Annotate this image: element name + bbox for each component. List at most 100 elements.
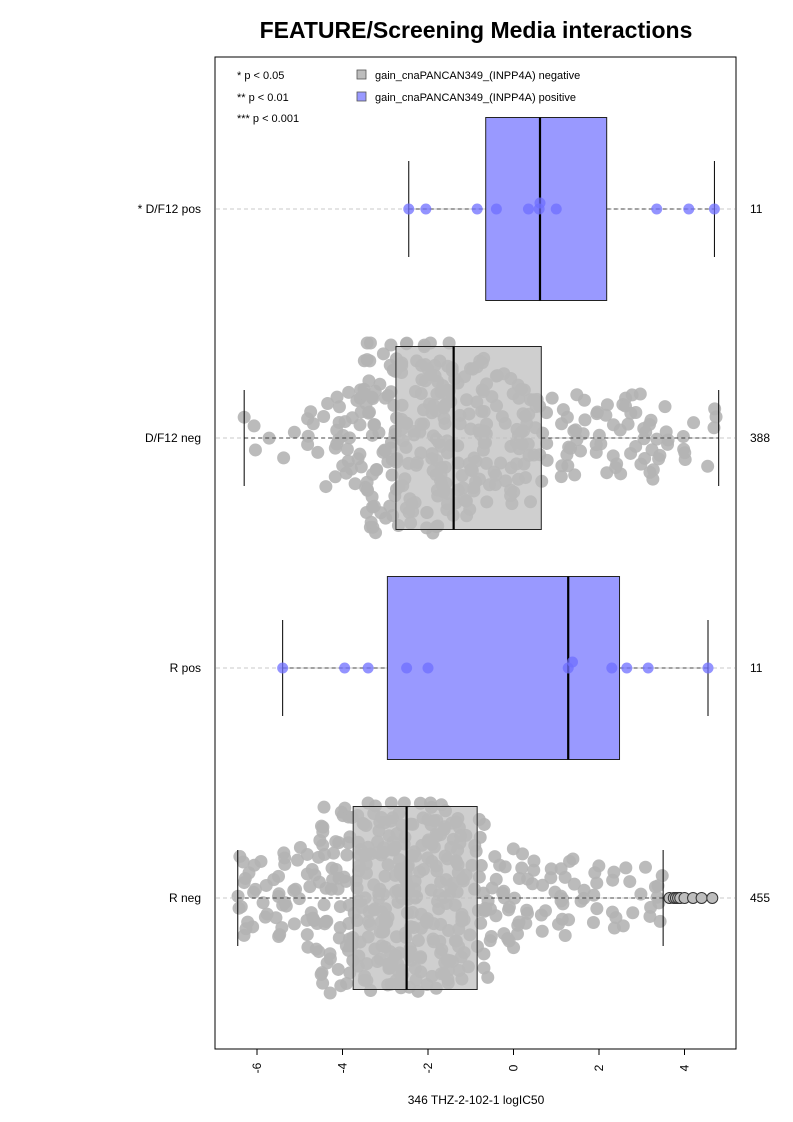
data-point (365, 428, 379, 442)
data-point (316, 976, 330, 990)
data-point (646, 472, 660, 486)
data-point (624, 406, 638, 420)
data-point (555, 417, 569, 431)
data-point (301, 437, 315, 451)
data-point (312, 945, 326, 959)
data-point (329, 835, 343, 849)
data-point (638, 860, 652, 874)
box-positive (386, 576, 621, 760)
data-point (484, 929, 498, 943)
data-point (362, 405, 376, 419)
data-point (360, 353, 374, 367)
data-point (272, 929, 286, 943)
data-point (574, 894, 588, 908)
data-point (401, 662, 413, 674)
data-point (600, 398, 614, 412)
data-point (378, 391, 392, 405)
data-point (471, 203, 483, 215)
data-point (623, 875, 637, 889)
legend-label-negative: gain_cnaPANCAN349_(INPP4A) negative (375, 70, 580, 82)
data-point (277, 662, 289, 674)
data-point (384, 338, 398, 352)
data-point (621, 662, 633, 674)
legend-label-positive: gain_cnaPANCAN349_(INPP4A) positive (375, 92, 576, 104)
data-point (323, 952, 337, 966)
data-point (362, 662, 374, 674)
data-point (292, 892, 306, 906)
data-point (237, 928, 251, 942)
data-point (708, 203, 720, 215)
legend-swatch-negative (356, 69, 367, 80)
data-point (626, 906, 640, 920)
data-point (536, 878, 550, 892)
data-point (340, 848, 354, 862)
data-point (702, 662, 714, 674)
boxes (216, 117, 735, 990)
box-positive (485, 117, 608, 301)
data-point (606, 662, 618, 674)
data-point (599, 408, 613, 422)
data-point (560, 448, 574, 462)
data-point (303, 880, 317, 894)
data-point (520, 906, 534, 920)
data-point (614, 467, 628, 481)
data-point (328, 470, 342, 484)
data-point (637, 432, 651, 446)
data-point (550, 203, 562, 215)
data-point (701, 459, 715, 473)
group-count: 388 (750, 431, 770, 445)
group-count: 11 (750, 202, 763, 216)
data-point (562, 913, 576, 927)
data-point (573, 444, 587, 458)
data-point (317, 898, 331, 912)
data-point (420, 203, 432, 215)
group-label: R neg (169, 891, 201, 905)
data-point (300, 928, 314, 942)
data-point (527, 854, 541, 868)
data-point (616, 919, 630, 933)
x-tick-label: -4 (336, 1062, 350, 1073)
data-point (643, 909, 657, 923)
x-tick-label: 0 (507, 1064, 521, 1071)
data-point (661, 437, 675, 451)
data-point (364, 515, 378, 529)
data-point (269, 911, 283, 925)
data-point (507, 941, 521, 955)
data-point (563, 854, 577, 868)
data-point (554, 470, 568, 484)
chart-title: FEATURE/Screening Media interactions (260, 17, 693, 43)
data-point (588, 866, 602, 880)
data-point (535, 924, 549, 938)
group-count: 455 (750, 891, 770, 905)
data-point (340, 442, 354, 456)
data-point (556, 897, 570, 911)
data-point (567, 877, 581, 891)
data-point (354, 460, 368, 474)
data-point (568, 468, 582, 482)
legend-sig-3: *** p < 0.001 (237, 113, 299, 125)
data-point (321, 396, 335, 410)
data-point (258, 910, 272, 924)
data-point (369, 526, 383, 540)
data-point (687, 416, 701, 430)
data-point (545, 391, 559, 405)
data-point (353, 418, 367, 432)
data-point (650, 432, 664, 446)
data-point (331, 962, 345, 976)
data-point (707, 421, 721, 435)
data-point (651, 203, 663, 215)
data-point (624, 446, 638, 460)
data-point (678, 453, 692, 467)
data-point (544, 871, 558, 885)
data-point (525, 877, 539, 891)
data-point (515, 847, 529, 861)
data-point (359, 506, 373, 520)
legend-swatch-positive (356, 91, 367, 102)
data-point (403, 203, 415, 215)
data-point (498, 860, 512, 874)
data-point (540, 406, 554, 420)
data-point (248, 443, 262, 457)
data-point (658, 400, 672, 414)
data-point (578, 413, 592, 427)
